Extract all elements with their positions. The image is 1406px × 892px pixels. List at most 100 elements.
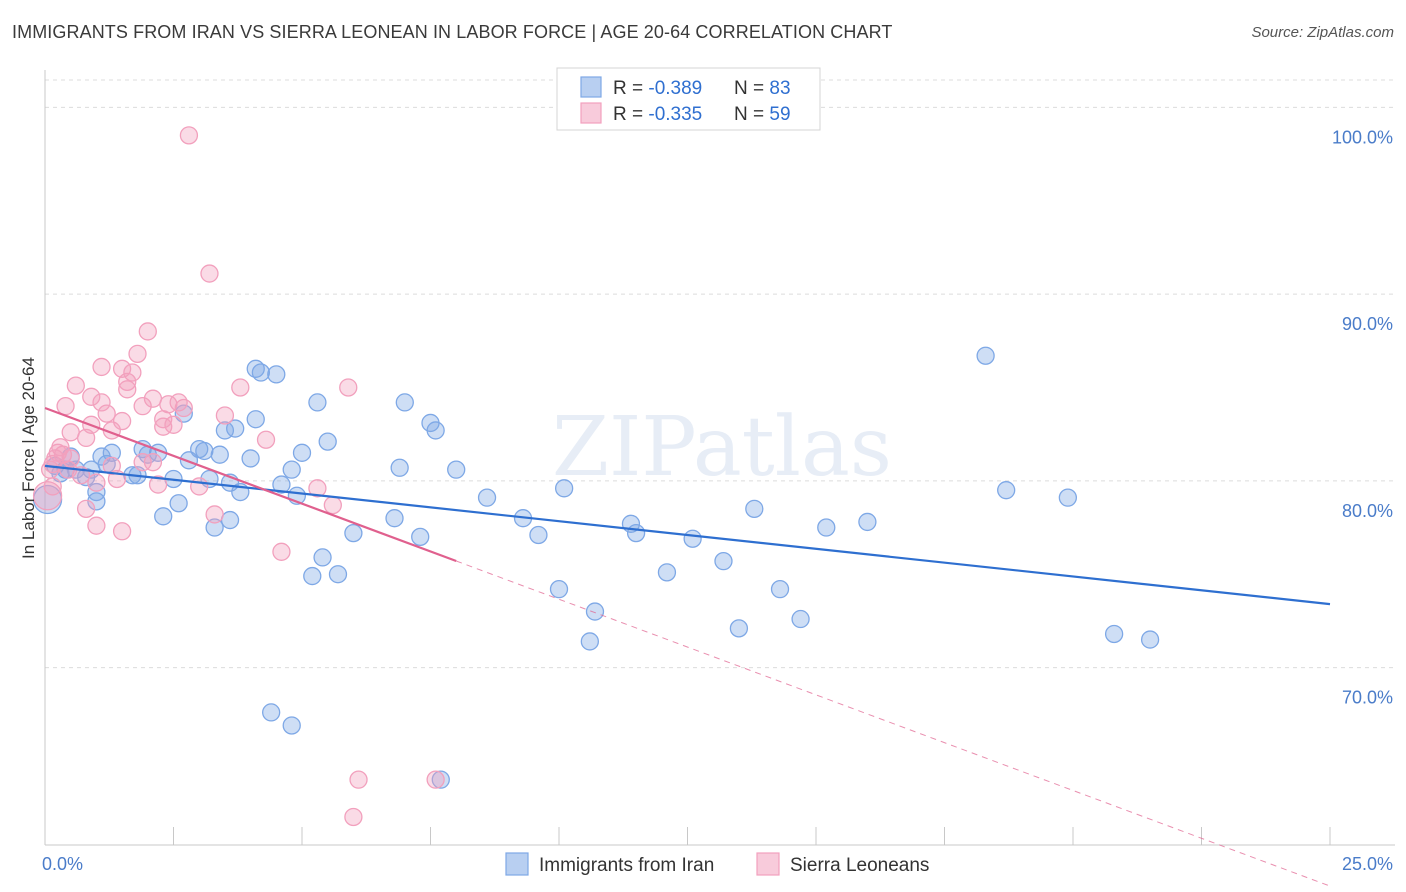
data-point-sierra-leonean: [143, 453, 163, 472]
data-point-iran: [195, 441, 214, 461]
data-point-iran: [817, 518, 836, 537]
bottom-legend-swatch: [505, 852, 529, 876]
data-point-sierra-leonean: [169, 393, 188, 412]
data-point-sierra-leonean: [87, 516, 106, 535]
data-point-iran: [328, 565, 348, 584]
data-point-sierra-leonean: [128, 344, 147, 364]
axes: [44, 70, 1395, 846]
x-tick-label: 25.0%: [1342, 854, 1393, 874]
data-point-iran: [154, 507, 173, 526]
data-point-iran: [997, 481, 1016, 500]
data-point-iran: [303, 566, 322, 586]
data-point-iran: [1140, 630, 1160, 649]
data-point-iran: [1058, 488, 1078, 507]
legend-swatch: [580, 102, 602, 124]
data-point-sierra-leonean: [56, 396, 75, 416]
data-point-sierra-leonean: [256, 430, 276, 449]
data-point-sierra-leonean: [82, 387, 101, 406]
x-tick-labels: 0.0% 25.0%: [42, 854, 1393, 874]
data-point-sierra-leonean: [143, 389, 163, 408]
watermark: ZIPatlas: [552, 400, 892, 495]
data-point-iran: [580, 632, 599, 651]
data-point-iran: [272, 475, 291, 494]
data-point-sierra-leonean: [43, 477, 62, 496]
data-point-sierra-leonean: [32, 481, 63, 511]
data-point-iran: [282, 716, 301, 735]
data-point-iran: [626, 523, 646, 543]
data-point-iran: [292, 443, 312, 462]
bottom-legend-swatch: [756, 852, 780, 876]
data-point-sierra-leonean: [200, 264, 219, 283]
data-point-iran: [657, 563, 677, 582]
data-point-iran: [411, 527, 430, 547]
data-point-iran: [205, 518, 224, 537]
bottom-legend-label: Sierra Leoneans: [790, 855, 929, 876]
data-point-sierra-leonean: [164, 415, 183, 434]
data-point-iran: [431, 770, 450, 789]
data-point-iran: [318, 432, 337, 451]
data-point-iran: [745, 499, 764, 519]
y-tick-label: 80.0%: [1342, 501, 1393, 521]
data-point-iran: [585, 602, 605, 621]
data-point-sierra-leonean: [118, 372, 137, 392]
data-point-iran: [714, 551, 733, 571]
data-point-iran: [770, 580, 790, 599]
legend-entry: R = -0.389: [613, 78, 702, 99]
data-point-iran: [179, 451, 199, 470]
legend-n: N = 59: [734, 104, 791, 125]
data-point-iran: [976, 346, 995, 365]
data-point-sierra-leonean: [97, 404, 116, 423]
bottom-legend-label: Immigrants from Iran: [539, 855, 714, 876]
x-tick-label: 0.0%: [42, 854, 83, 874]
data-point-iran: [210, 445, 229, 464]
data-point-sierra-leonean: [231, 378, 250, 397]
data-point-sierra-leonean: [61, 423, 80, 442]
data-point-sierra-leonean: [339, 378, 358, 397]
data-point-sierra-leonean: [112, 411, 132, 431]
legend: R = -0.389 N = 83 R = -0.335 N = 59: [556, 67, 821, 131]
data-point-iran: [791, 609, 810, 629]
data-point-sierra-leonean: [92, 393, 111, 412]
data-point-sierra-leonean: [308, 479, 327, 498]
gridlines: [45, 79, 1395, 669]
data-point-iran: [251, 363, 271, 382]
data-point-sierra-leonean: [344, 807, 363, 827]
data-point-iran: [246, 410, 265, 429]
data-point-iran: [1104, 624, 1124, 644]
y-tick-labels: 70.0% 80.0% 90.0% 100.0%: [1332, 127, 1393, 707]
data-point-iran: [549, 580, 569, 599]
chart-title: IMMIGRANTS FROM IRAN VS SIERRA LEONEAN I…: [12, 22, 893, 42]
legend-entry: R = -0.335: [613, 104, 702, 125]
y-tick-label: 90.0%: [1342, 314, 1393, 334]
data-point-iran: [241, 449, 260, 468]
legend-n: N = 83: [734, 78, 791, 99]
source-label: Source: ZipAtlas.com: [1251, 24, 1394, 41]
data-point-iran: [174, 404, 193, 423]
data-point-iran: [858, 512, 877, 532]
data-point-sierra-leonean: [87, 473, 106, 492]
data-point-iran: [87, 482, 106, 502]
data-point-sierra-leonean: [190, 477, 209, 496]
data-point-iran: [308, 393, 327, 412]
data-point-iran: [447, 460, 466, 479]
data-point-sierra-leonean: [123, 363, 142, 382]
data-point-sierra-leonean: [205, 505, 224, 524]
data-point-iran: [220, 510, 240, 530]
data-point-sierra-leonean: [133, 396, 152, 416]
data-point-iran: [169, 494, 188, 513]
data-point-sierra-leonean: [138, 322, 157, 341]
data-point-sierra-leonean: [179, 126, 199, 145]
data-point-sierra-leonean: [349, 770, 368, 789]
data-point-iran: [554, 479, 574, 498]
y-tick-label: 100.0%: [1332, 127, 1393, 147]
data-point-sierra-leonean: [118, 380, 137, 399]
data-point-sierra-leonean: [76, 499, 96, 519]
data-point-sierra-leonean: [148, 475, 168, 494]
data-point-sierra-leonean: [112, 522, 132, 541]
data-point-iran: [390, 458, 409, 477]
data-point-iran: [226, 419, 245, 438]
data-point-sierra-leonean: [323, 495, 342, 515]
data-point-iran: [102, 443, 121, 462]
y-axis-label: In Labor Force | Age 20-64: [19, 357, 38, 559]
